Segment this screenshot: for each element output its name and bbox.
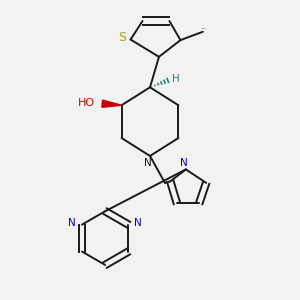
Text: N: N: [144, 158, 152, 167]
Polygon shape: [102, 100, 122, 107]
Text: N: N: [181, 158, 188, 168]
Text: S: S: [118, 31, 126, 44]
Text: H: H: [172, 74, 180, 84]
Text: HO: HO: [78, 98, 95, 108]
Text: N: N: [68, 218, 76, 228]
Text: N: N: [134, 218, 142, 228]
Text: methyl: methyl: [202, 28, 207, 29]
